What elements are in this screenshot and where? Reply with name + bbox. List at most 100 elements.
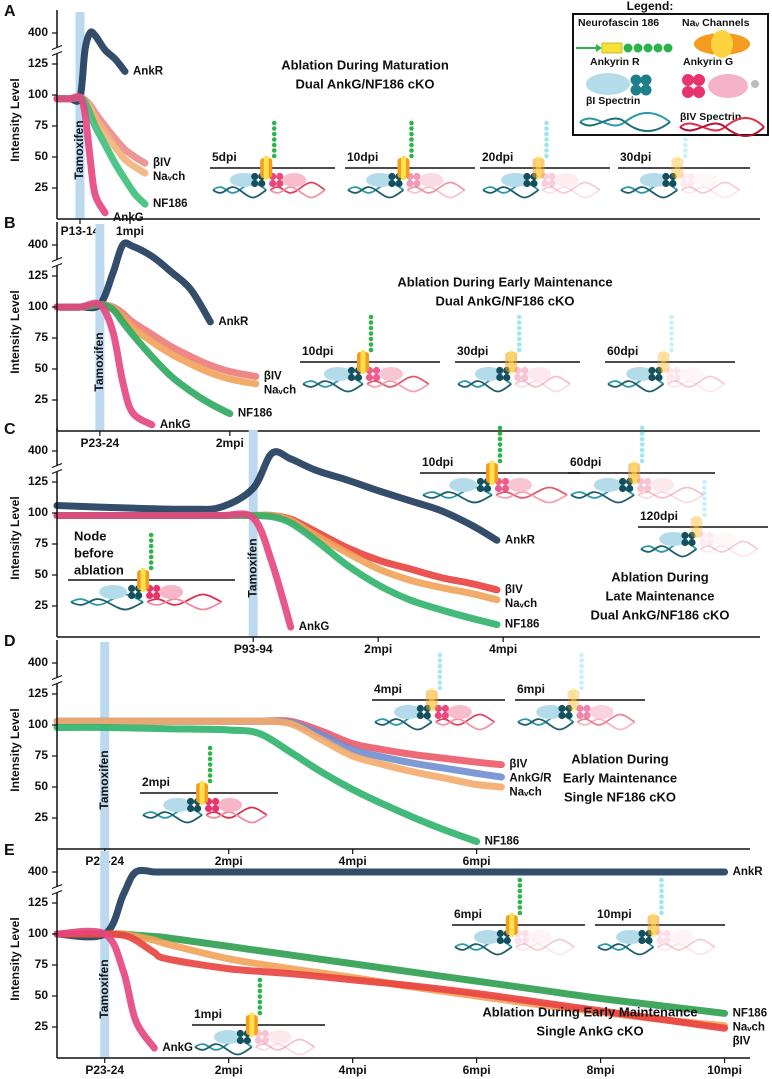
schematic-part: [476, 484, 485, 493]
schematic-part: [648, 366, 656, 375]
schematic-part: [497, 431, 503, 436]
schematic-part: [663, 929, 671, 938]
schematic-part: [669, 179, 677, 188]
inset-label: 60dpi: [607, 344, 638, 358]
x-tick-label: 1mpi: [116, 224, 144, 238]
schematic-part: [565, 704, 573, 713]
y-tick-label: 400: [28, 443, 48, 457]
schematic-part: [406, 179, 414, 188]
inset-label: 60dpi: [570, 455, 601, 469]
schematic-part: [257, 994, 263, 999]
series-label: βIV: [505, 584, 523, 596]
schematic-part: [683, 142, 688, 148]
schematic-part: [693, 173, 718, 187]
schematic-part: [255, 1043, 315, 1056]
schematic-part: [388, 172, 396, 181]
y-tick-label: 100: [28, 505, 48, 519]
schematic-part: [690, 517, 703, 537]
schematic-part: [482, 186, 540, 199]
schematic-part: [207, 767, 213, 773]
tamoxifen-label: Tamoxifen: [245, 538, 259, 597]
schematic-part: [688, 538, 696, 547]
schematic-part: [680, 179, 688, 188]
node-schematic: [68, 532, 235, 611]
schematic-part: [706, 531, 714, 540]
node-schematic: [192, 977, 325, 1056]
inset-label: 120dpi: [640, 509, 678, 523]
schematic-part: [669, 342, 674, 347]
axis-break: [51, 50, 63, 57]
panel-letter: A: [4, 3, 16, 20]
inset-label: 30dpi: [457, 344, 488, 358]
axis-break: [51, 462, 63, 469]
schematic-part: [251, 172, 259, 181]
x-tick-label: 2mpi: [215, 854, 243, 868]
schematic-part: [142, 811, 203, 824]
schematic-part: [517, 718, 575, 731]
schematic-part: [702, 479, 707, 485]
schematic-part: [576, 718, 636, 731]
y-tick-label: 400: [28, 655, 48, 669]
series-line: [53, 510, 295, 631]
schematic-part: [212, 797, 220, 806]
schematic-part: [496, 936, 504, 945]
schematic-part: [366, 173, 395, 187]
schematic-part: [508, 350, 514, 374]
tamoxifen-band: [248, 430, 258, 637]
schematic-part: [565, 711, 573, 720]
x-tick-label: P93-94: [234, 642, 273, 656]
series-label: NF186: [238, 408, 273, 420]
x-tick-label: 8mpi: [587, 1063, 615, 1077]
schematic-part: [662, 172, 670, 181]
schematic-part: [661, 350, 666, 374]
schematic-part: [495, 491, 568, 504]
schematic-part: [514, 936, 522, 945]
schematic-part: [681, 531, 689, 540]
schematic-part: [576, 711, 584, 720]
schematic-part: [207, 762, 213, 767]
schematic-part: [541, 186, 601, 199]
series-line: [53, 448, 501, 544]
schematic-part: [541, 179, 549, 188]
inset-label: 5dpi: [212, 150, 237, 164]
schematic-part: [148, 549, 154, 554]
schematic-part: [496, 373, 504, 382]
node-schematic: [452, 877, 585, 956]
schematic-part: [626, 484, 634, 493]
schematic-part: [680, 181, 740, 194]
axis-break: [53, 47, 61, 54]
inset-label: 2mpi: [142, 775, 170, 789]
schematic-part: [687, 179, 695, 188]
schematic-part: [663, 936, 671, 945]
schematic-part: [372, 366, 381, 375]
schematic-part: [497, 447, 503, 453]
schematic-part: [257, 1005, 263, 1010]
schematic-part: [409, 131, 414, 137]
schematic-part: [638, 929, 646, 938]
schematic-part: [413, 172, 421, 181]
axis-break: [51, 883, 63, 890]
schematic-part: [251, 179, 259, 188]
inset-label: 30dpi: [620, 150, 651, 164]
schematic-part: [666, 375, 726, 388]
legend-item: Naᵥ Channels: [682, 17, 750, 29]
inset-label: before: [74, 545, 114, 560]
schematic-part: [688, 531, 696, 540]
schematic-part: [99, 585, 128, 599]
x-tick-label: 4mpi: [339, 1063, 367, 1077]
y-tick-label: 125: [28, 268, 48, 282]
schematic-part: [474, 367, 503, 381]
schematic-part: [706, 538, 714, 547]
tamoxifen-label: Tamoxifen: [72, 120, 86, 179]
schematic-part: [589, 705, 614, 719]
schematic-part: [659, 899, 664, 905]
schematic-part: [243, 1036, 251, 1045]
schematic-part: [135, 591, 143, 600]
y-tick-label: 75: [35, 748, 49, 762]
schematic-part: [656, 943, 716, 956]
schematic-part: [650, 478, 675, 492]
schematic-part: [409, 148, 414, 153]
schematic-part: [669, 930, 694, 944]
schematic-part: [395, 179, 403, 188]
schematic-part: [302, 380, 364, 393]
